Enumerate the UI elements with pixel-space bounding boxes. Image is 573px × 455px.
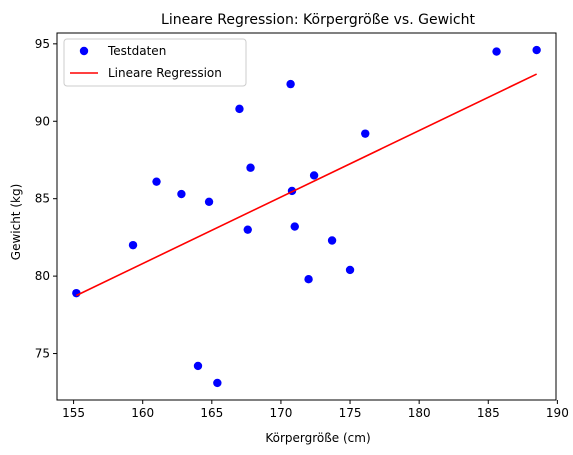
scatter-point: [152, 177, 161, 186]
x-tick-label: 155: [62, 406, 85, 420]
scatter-point: [246, 163, 255, 172]
scatter-point: [309, 171, 319, 180]
scatter-point: [345, 265, 355, 275]
legend-label: Testdaten: [107, 44, 166, 58]
x-axis-label: Körpergröße (cm): [265, 431, 370, 445]
scatter-point: [193, 361, 203, 371]
scatter-point: [177, 189, 186, 199]
scatter-point: [327, 236, 337, 245]
scatter-point: [290, 222, 299, 231]
scatter-point: [213, 378, 222, 388]
y-tick-label: 90: [35, 114, 50, 128]
scatter-point: [235, 104, 244, 114]
x-tick-label: 170: [269, 406, 292, 420]
legend-label: Lineare Regression: [108, 66, 222, 80]
y-tick-label: 75: [35, 347, 50, 361]
scatter-point: [72, 288, 81, 298]
regression-line: [76, 73, 537, 297]
scatter-point: [286, 79, 295, 89]
legend-marker-testdaten: [79, 46, 89, 56]
y-tick-label: 85: [35, 192, 50, 206]
legend-box: [63, 38, 247, 87]
scatter-point: [532, 45, 541, 55]
scatter-point: [361, 129, 370, 138]
plot-frame: [56, 32, 557, 401]
y-tick-label: 95: [35, 37, 50, 51]
x-tick-label: 175: [339, 406, 362, 420]
scatter-point: [204, 197, 214, 206]
chart-title: Lineare Regression: Körpergröße vs. Gewi…: [161, 12, 475, 28]
scatter-point: [128, 240, 138, 250]
x-tick-label: 185: [477, 406, 500, 420]
scatter-point: [304, 275, 313, 284]
x-tick-label: 180: [408, 406, 431, 420]
x-tick-label: 160: [131, 406, 154, 420]
scatter-point: [492, 47, 501, 56]
plot-area: 155 160 165 170 175 180 185 190 75 80 85 90 95: [35, 32, 569, 420]
y-axis-label: Gewicht (kg): [9, 184, 23, 260]
x-tick-label: 165: [200, 406, 223, 420]
scatter-point: [243, 225, 252, 234]
legend: Testdaten Lineare Regression: [63, 38, 247, 87]
y-tick-label: 80: [35, 269, 50, 283]
x-tick-label: 190: [546, 406, 569, 420]
